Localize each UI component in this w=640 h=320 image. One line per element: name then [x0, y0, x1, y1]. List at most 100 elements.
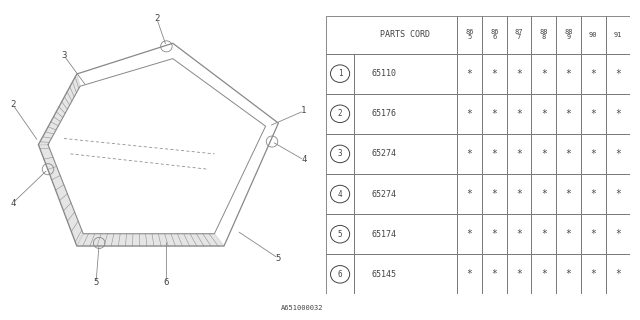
Text: *: *	[467, 189, 472, 199]
Bar	[605, 134, 630, 174]
Text: 6: 6	[164, 278, 169, 287]
Bar	[354, 174, 457, 214]
Text: 4: 4	[301, 156, 307, 164]
Text: *: *	[590, 189, 596, 199]
Bar	[482, 174, 507, 214]
Bar	[457, 16, 482, 53]
Bar	[507, 16, 531, 53]
Text: *: *	[615, 229, 621, 239]
Text: 65145: 65145	[372, 270, 397, 279]
Text: 1: 1	[338, 69, 342, 78]
Text: 3: 3	[61, 51, 67, 60]
Text: *: *	[590, 269, 596, 279]
Bar	[326, 94, 354, 134]
Bar	[354, 94, 457, 134]
Bar	[556, 134, 581, 174]
Text: *: *	[566, 69, 572, 79]
Bar	[605, 174, 630, 214]
Bar	[556, 214, 581, 254]
Bar	[482, 53, 507, 94]
Bar	[354, 134, 457, 174]
Bar	[605, 16, 630, 53]
Bar	[326, 53, 354, 94]
Text: PARTS CORD: PARTS CORD	[380, 30, 431, 39]
Text: *: *	[615, 189, 621, 199]
Bar	[457, 214, 482, 254]
Bar	[457, 174, 482, 214]
Polygon shape	[77, 234, 224, 246]
Text: *: *	[492, 269, 497, 279]
Bar	[354, 214, 457, 254]
Bar	[326, 254, 354, 294]
Bar	[531, 254, 556, 294]
Text: *: *	[492, 109, 497, 119]
Text: *: *	[516, 229, 522, 239]
Text: *: *	[492, 69, 497, 79]
Text: *: *	[492, 229, 497, 239]
Bar	[556, 53, 581, 94]
Bar	[556, 94, 581, 134]
Bar	[326, 214, 354, 254]
Text: 88
8: 88 8	[540, 29, 548, 40]
Bar	[482, 16, 507, 53]
Bar	[531, 16, 556, 53]
Bar	[482, 214, 507, 254]
Text: 3: 3	[338, 149, 342, 158]
Bar	[457, 53, 482, 94]
Text: *: *	[566, 269, 572, 279]
Bar	[581, 174, 605, 214]
Bar	[354, 254, 457, 294]
Text: 1: 1	[301, 106, 307, 115]
Text: 2: 2	[154, 14, 159, 23]
Text: *: *	[467, 149, 472, 159]
Bar	[326, 174, 354, 214]
Text: *: *	[541, 109, 547, 119]
Bar	[581, 53, 605, 94]
Text: 4: 4	[338, 189, 342, 198]
Text: *: *	[516, 149, 522, 159]
Bar	[507, 214, 531, 254]
Text: 2: 2	[338, 109, 342, 118]
Text: 5: 5	[338, 230, 342, 239]
Text: *: *	[492, 149, 497, 159]
Text: *: *	[590, 69, 596, 79]
Text: *: *	[590, 109, 596, 119]
Text: 65274: 65274	[372, 149, 397, 158]
Text: 5: 5	[93, 278, 99, 287]
Text: *: *	[516, 109, 522, 119]
Bar	[581, 16, 605, 53]
Text: *: *	[590, 229, 596, 239]
Text: *: *	[467, 109, 472, 119]
Text: *: *	[516, 189, 522, 199]
Text: *: *	[590, 149, 596, 159]
Text: 91: 91	[614, 32, 622, 38]
Text: *: *	[566, 229, 572, 239]
Text: 4: 4	[10, 198, 15, 207]
Text: *: *	[541, 69, 547, 79]
Text: 65110: 65110	[372, 69, 397, 78]
Text: 2: 2	[10, 100, 15, 109]
Polygon shape	[38, 145, 83, 246]
Bar	[482, 94, 507, 134]
Text: 5: 5	[276, 254, 281, 263]
Text: A651000032: A651000032	[281, 305, 323, 310]
Text: 87
7: 87 7	[515, 29, 524, 40]
Text: *: *	[467, 229, 472, 239]
Text: 65274: 65274	[372, 189, 397, 198]
Text: *: *	[467, 69, 472, 79]
Bar	[556, 174, 581, 214]
Bar	[581, 94, 605, 134]
Bar	[507, 94, 531, 134]
Text: 90: 90	[589, 32, 598, 38]
Text: 65174: 65174	[372, 230, 397, 239]
Text: *: *	[541, 189, 547, 199]
Bar	[531, 214, 556, 254]
Text: 88
9: 88 9	[564, 29, 573, 40]
Text: *: *	[516, 269, 522, 279]
Text: *: *	[516, 69, 522, 79]
Text: *: *	[615, 69, 621, 79]
Text: 86
5: 86 5	[465, 29, 474, 40]
Text: *: *	[615, 109, 621, 119]
Text: *: *	[566, 149, 572, 159]
Bar	[581, 214, 605, 254]
